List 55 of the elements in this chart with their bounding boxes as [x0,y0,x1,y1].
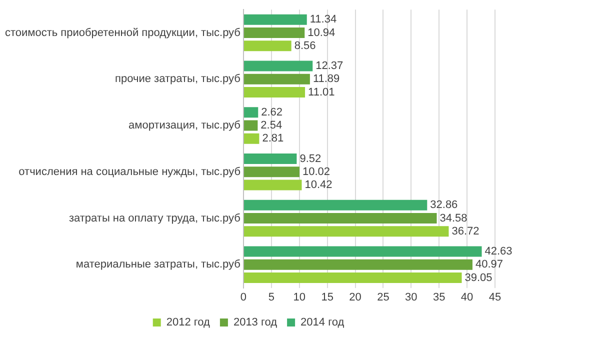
bar [244,28,305,38]
y-tick-label: стоимость приобретенной продукции, тыс.руб [4,26,240,39]
bar [244,153,297,164]
data-label: 10.02 [302,166,330,178]
bar [244,120,258,131]
data-label: 2.81 [262,132,284,145]
data-label: 8.56 [294,40,316,52]
data-label: 11.34 [310,14,337,26]
data-label: 11.01 [308,86,335,98]
bar [244,272,462,284]
bar [244,87,306,98]
bar [244,259,472,270]
y-tick-label: амортизация, тыс.руб [128,120,240,132]
x-tick-label: 35 [432,291,446,304]
y-tick-label: отчисления на социальные нужды, тыс.руб [18,166,240,178]
y-tick-label: затраты на оплату труда, тыс.руб [68,212,240,224]
y-tick-label: материальные затраты, тыс.руб [76,258,240,271]
bar [244,212,437,224]
legend-label: 2013 год [233,316,278,329]
data-label: 12.37 [316,60,344,72]
x-tick-label: 10 [293,291,306,304]
data-label: 11.89 [312,73,340,86]
bar [244,200,428,210]
bar [244,40,292,52]
x-tick-label: 20 [349,291,362,304]
bar [244,246,482,257]
bar [244,74,310,84]
legend-label: 2012 год [166,316,211,329]
bar [244,180,302,190]
data-label: 9.52 [300,152,322,165]
x-tick-label: 45 [488,291,502,304]
data-label: 34.58 [440,212,468,224]
x-tick-label: 15 [321,291,334,304]
data-label: 40.97 [475,258,504,271]
data-label: 10.94 [308,26,336,39]
bar [244,133,260,144]
x-tick-label: 25 [377,291,390,304]
data-label: 2.62 [261,106,283,118]
x-tick-label: 0 [240,291,247,304]
x-tick-label: 40 [460,291,474,304]
data-label: 2.54 [260,120,282,132]
data-label: 36.72 [452,225,480,238]
x-tick-label: 30 [405,291,418,304]
data-label: 42.63 [484,246,512,258]
legend-label: 2014 год [300,316,345,329]
bar [244,226,449,237]
x-tick-label: 5 [268,291,274,304]
bar [244,107,258,118]
bar [244,166,300,178]
data-label: 39.05 [464,272,492,284]
y-tick-label: прочие затраты, тыс.руб [115,73,240,86]
bar [244,60,313,72]
data-label: 10.42 [304,179,332,192]
bar [244,14,307,25]
data-label: 32.86 [430,199,458,212]
